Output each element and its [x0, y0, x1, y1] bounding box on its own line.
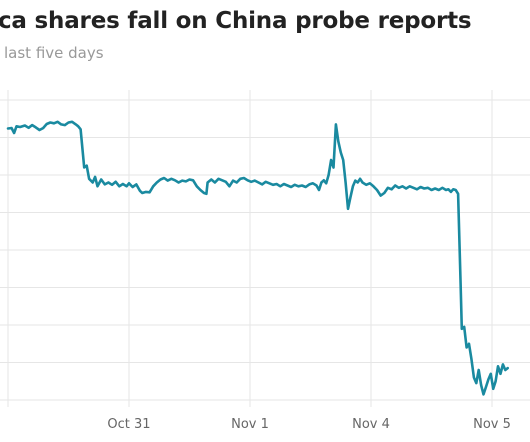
- x-tick-label: Nov 5: [473, 417, 511, 432]
- x-tick-label: Nov 4: [352, 417, 390, 432]
- chart-grid: [0, 90, 530, 407]
- x-tick-label: Nov 1: [231, 417, 269, 432]
- chart-series: [6, 120, 510, 396]
- chart-title: ca shares fall on China probe reports: [0, 8, 472, 34]
- series-line: [6, 120, 510, 396]
- x-tick-label: Oct 31: [107, 417, 150, 432]
- chart-subtitle: last five days: [4, 44, 104, 62]
- x-axis-labels: Oct 31 Nov 1 Nov 4 Nov 5: [107, 417, 510, 432]
